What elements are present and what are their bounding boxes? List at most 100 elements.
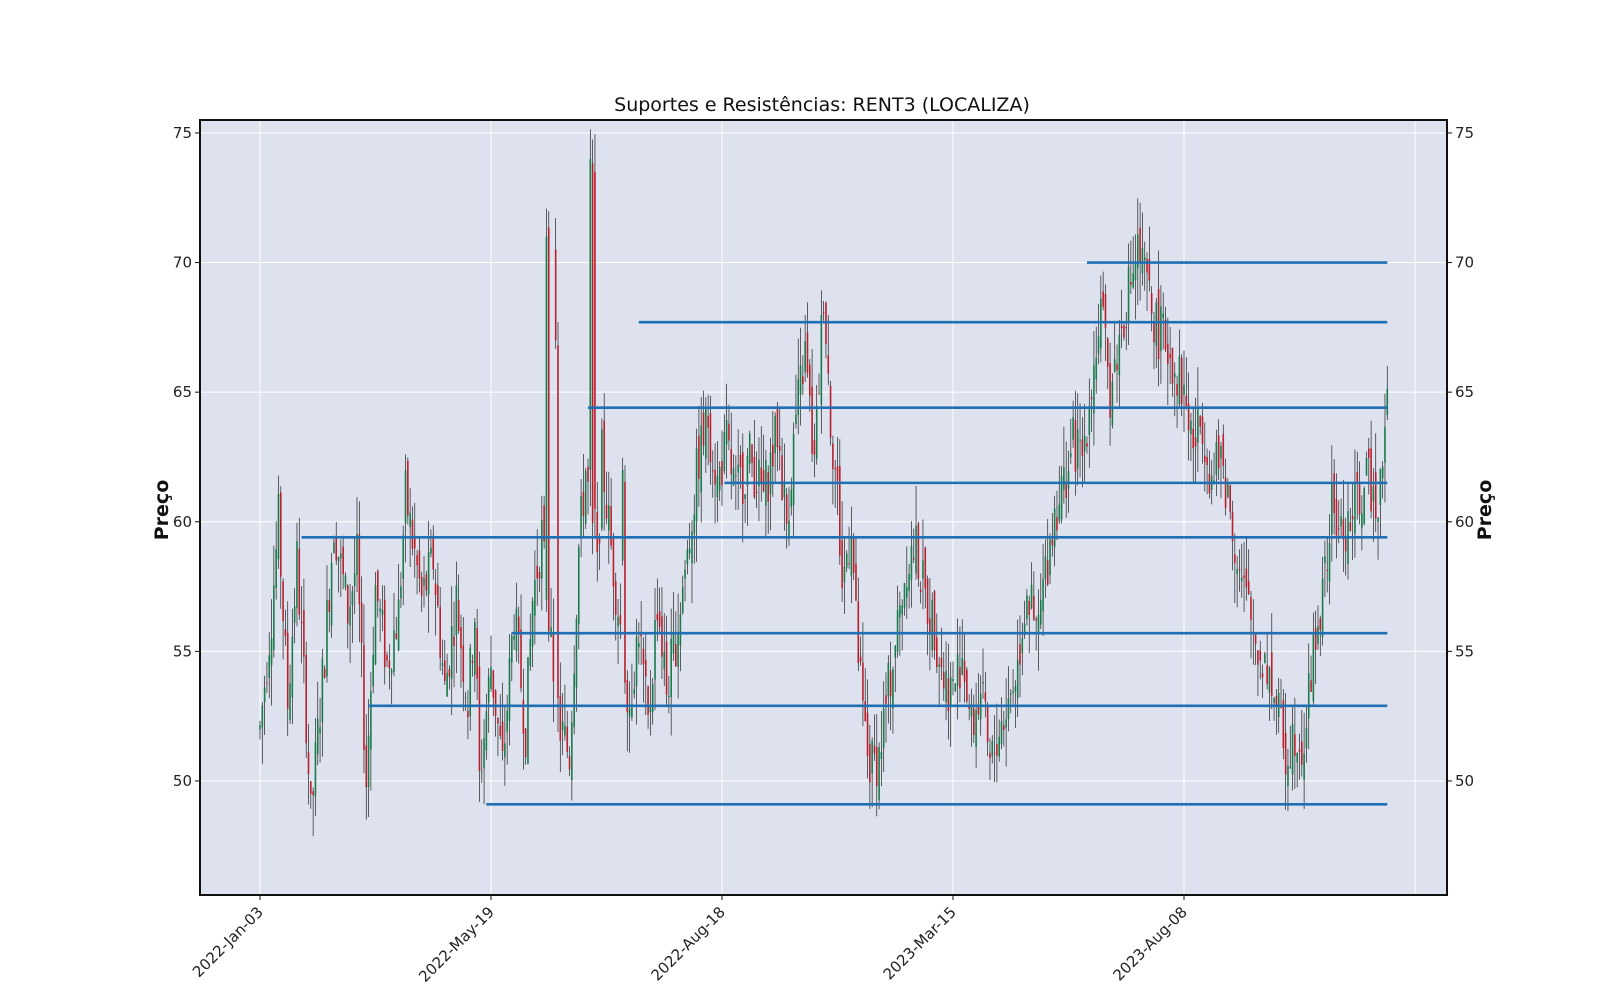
candle-body: [619, 615, 622, 625]
candle-body: [839, 466, 841, 556]
candle-body: [1109, 363, 1111, 418]
candle-body: [808, 364, 811, 396]
candle-body: [353, 573, 356, 586]
candle-body: [677, 632, 679, 667]
candle-body: [1312, 634, 1315, 702]
candle-body: [1215, 442, 1218, 475]
candle-body: [938, 664, 940, 667]
candle-body: [420, 576, 423, 596]
candle-body: [1130, 282, 1132, 285]
candle-body: [497, 717, 499, 724]
candle-body: [1134, 262, 1137, 281]
candle-body: [1139, 227, 1141, 262]
candle-body: [984, 692, 987, 702]
candle-body: [732, 468, 735, 486]
candle-body: [993, 752, 996, 754]
candle-body: [1231, 511, 1234, 541]
candle-body: [952, 679, 954, 681]
candle-body: [536, 565, 538, 579]
candle-body: [790, 489, 793, 508]
candle-body: [1090, 397, 1093, 400]
candle-body: [681, 587, 684, 613]
candle-body: [1162, 313, 1165, 318]
candle-body: [631, 703, 633, 718]
candle-body: [1039, 599, 1042, 625]
candle-body: [1035, 618, 1037, 621]
candle-body: [850, 538, 853, 576]
candle-body: [559, 696, 562, 741]
candle-body: [1009, 693, 1012, 696]
candle-body: [531, 600, 534, 647]
candle-body: [1243, 575, 1245, 578]
candle-body: [513, 635, 515, 640]
candle-body: [268, 655, 271, 678]
candle-body: [485, 711, 488, 751]
candle-body: [959, 667, 961, 689]
candle-body: [644, 659, 647, 677]
candle-body: [1229, 485, 1231, 512]
candle-body: [1333, 473, 1335, 513]
candle-body: [1197, 407, 1199, 443]
candle-body: [534, 579, 536, 616]
candle-body: [404, 470, 407, 524]
candle-body: [504, 743, 506, 758]
candle-body: [462, 645, 465, 683]
candle-body: [693, 514, 696, 534]
candle-body: [1287, 765, 1289, 786]
candle-body: [880, 751, 883, 759]
y-tick-label: 60: [173, 513, 192, 531]
candle-body: [545, 236, 548, 600]
candle-body: [651, 683, 654, 713]
candle-body: [1167, 343, 1169, 365]
candle-body: [647, 686, 649, 715]
candle-body: [1155, 302, 1158, 346]
candle-body: [1021, 638, 1024, 654]
candle-body: [748, 433, 751, 464]
candle-body: [1379, 468, 1382, 505]
candle-body: [522, 699, 525, 734]
candle-body: [774, 415, 776, 454]
candle-body: [915, 526, 917, 574]
candle-body: [346, 585, 349, 624]
candle-body: [1377, 518, 1379, 522]
candle-body: [772, 444, 774, 467]
candle-body: [541, 519, 543, 579]
candle-body: [795, 414, 797, 425]
candle-body: [457, 600, 460, 632]
candle-body: [524, 728, 527, 758]
y-axis-label-right: Preço: [1474, 480, 1496, 541]
candle-body: [351, 591, 354, 606]
candle-body: [1143, 256, 1146, 261]
candle-body: [538, 571, 541, 579]
candle-body: [1171, 347, 1174, 384]
candle-body: [328, 600, 331, 613]
candle-body: [614, 581, 617, 615]
candle-body: [885, 695, 887, 704]
candle-body: [386, 654, 388, 661]
candle-body: [649, 705, 652, 713]
candle-body: [1337, 528, 1340, 530]
candle-body: [1003, 725, 1005, 731]
candle-body: [1026, 595, 1028, 620]
candle-body: [910, 546, 913, 581]
candle-body: [573, 673, 575, 728]
candle-body: [1247, 580, 1250, 595]
candle-body: [1102, 291, 1104, 307]
candle-body: [624, 481, 626, 683]
candle-body: [762, 470, 765, 492]
candle-body: [866, 712, 869, 756]
candle-body: [402, 535, 405, 579]
candle-body: [515, 608, 518, 652]
candle-body: [730, 449, 733, 475]
candle-body: [520, 629, 522, 689]
candle-body: [638, 643, 640, 648]
candle-body: [1023, 623, 1026, 636]
y-tick-label-right: 50: [1455, 772, 1474, 790]
candle-body: [1063, 467, 1065, 491]
candle-body: [1180, 357, 1183, 404]
candle-body: [372, 654, 374, 687]
candle-body: [333, 542, 335, 554]
candle-body: [307, 752, 310, 775]
candle-body: [746, 455, 749, 486]
